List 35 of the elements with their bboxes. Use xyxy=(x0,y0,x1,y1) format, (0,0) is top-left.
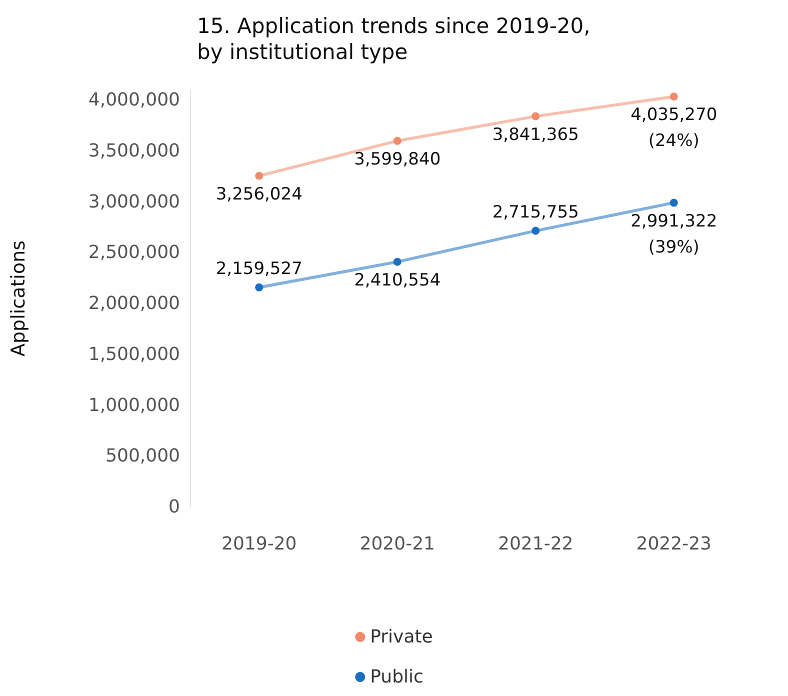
data-label: 2,159,527 xyxy=(216,258,302,279)
y-tick-label: 4,000,000 xyxy=(88,90,180,111)
y-tick-label: 2,500,000 xyxy=(88,242,180,264)
y-tick-label: 0 xyxy=(168,496,180,518)
x-tick-label: 2022-23 xyxy=(636,534,712,554)
y-tick-label: 500,000 xyxy=(106,446,180,467)
point xyxy=(255,172,264,180)
point xyxy=(670,198,678,207)
point xyxy=(393,258,402,266)
x-tick-label: 2021-22 xyxy=(498,534,574,554)
data-label: 2,410,554 xyxy=(354,270,441,290)
data-label: 2,715,755 xyxy=(492,202,579,222)
legend-label: Private xyxy=(370,626,433,648)
point xyxy=(532,112,540,120)
chart-title: 15. Application trends since 2019-20, by institutional type xyxy=(197,14,590,64)
data-label: 2,991,322 xyxy=(630,211,718,232)
annotation: (24%) xyxy=(648,131,700,152)
y-tick-label: 3,000,000 xyxy=(88,191,180,212)
legend-label: Public xyxy=(370,666,424,688)
y-tick-label: 3,500,000 xyxy=(88,140,180,162)
y-axis-title: Applications xyxy=(8,240,30,357)
y-tick-label: 1,500,000 xyxy=(88,344,180,365)
y-tick-label: 2,000,000 xyxy=(88,293,180,314)
point xyxy=(670,92,678,101)
data-label: 3,256,024 xyxy=(216,184,302,204)
data-label: 4,035,270 xyxy=(630,105,718,126)
x-tick-label: 2020-21 xyxy=(360,534,435,554)
y-tick-label: 1,000,000 xyxy=(88,394,180,416)
data-label: 3,841,365 xyxy=(492,124,579,145)
data-label: 3,599,840 xyxy=(354,149,441,170)
point xyxy=(393,136,402,145)
annotation: (39%) xyxy=(648,237,700,258)
point xyxy=(255,283,264,292)
point xyxy=(532,226,540,235)
x-tick-label: 2019-20 xyxy=(222,534,297,554)
